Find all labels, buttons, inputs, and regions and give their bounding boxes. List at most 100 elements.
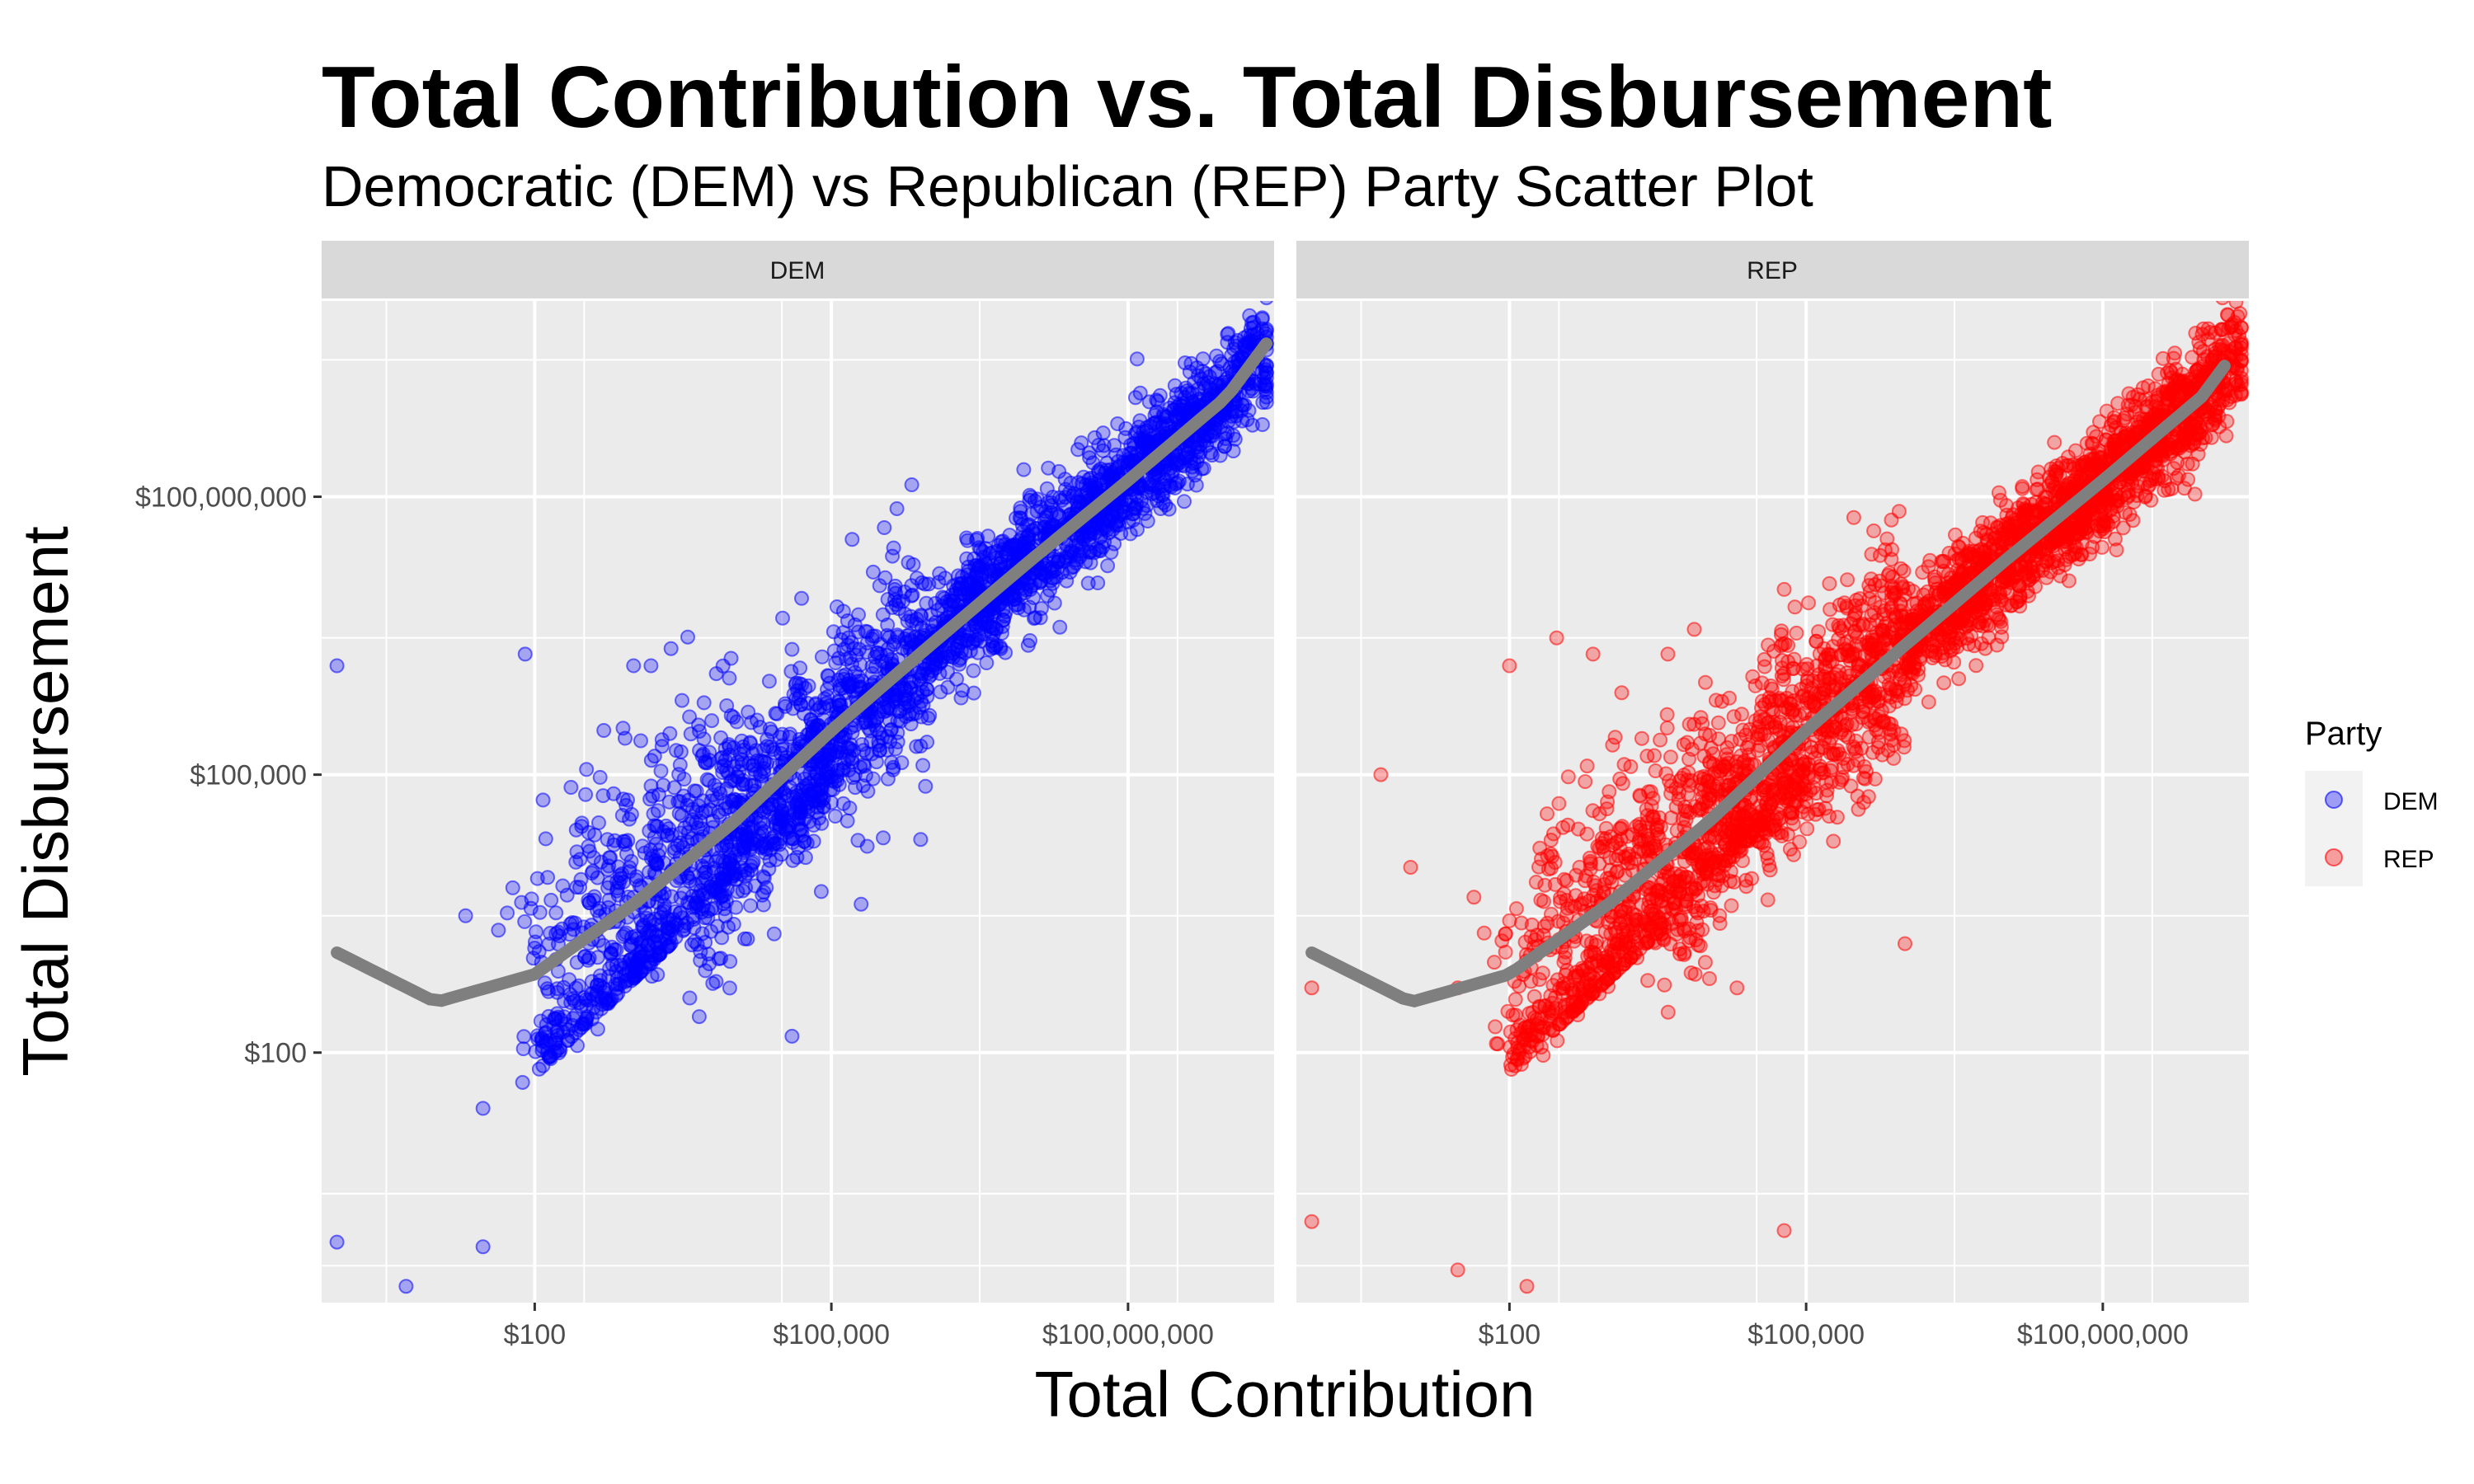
dem-point: [732, 851, 748, 866]
dem-point: [1258, 389, 1274, 405]
dem-point: [774, 726, 790, 742]
rep-point: [1884, 552, 1899, 567]
dem-point: [1129, 351, 1145, 367]
dem-point: [569, 880, 585, 895]
rep-point: [1801, 595, 1816, 611]
dem-point: [920, 688, 935, 704]
rep-point: [1799, 821, 1815, 837]
dem-point: [984, 602, 999, 618]
dem-point: [693, 952, 708, 968]
dem-point: [603, 946, 618, 960]
dem-point: [1100, 558, 1116, 574]
dem-point: [675, 693, 689, 708]
dem-point: [1202, 379, 1217, 395]
dem-point: [666, 780, 682, 796]
dem-point: [1225, 444, 1241, 458]
dem-point: [663, 641, 679, 656]
dem-point: [539, 1045, 555, 1061]
dem-point: [853, 759, 868, 775]
dem-point: [676, 772, 692, 787]
dem-point: [840, 676, 855, 692]
dem-point: [1096, 438, 1112, 453]
dem-point: [781, 820, 797, 836]
dem-point: [643, 753, 659, 768]
dem-point: [976, 544, 991, 560]
dem-point: [972, 618, 988, 633]
dem-point: [600, 880, 616, 895]
dem-point: [1245, 383, 1261, 399]
dem-point: [329, 658, 345, 674]
dem-point: [550, 1022, 566, 1038]
dem-point: [610, 859, 626, 875]
dem-point: [714, 749, 730, 765]
dem-point: [717, 795, 733, 810]
dem-point: [904, 477, 920, 492]
dem-point: [784, 1028, 800, 1044]
dem-point: [785, 852, 801, 868]
dem-point: [642, 913, 658, 928]
dem-point: [1087, 430, 1103, 445]
dem-point: [1258, 394, 1274, 410]
dem-point: [886, 540, 901, 556]
dem-point: [642, 954, 658, 970]
dem-point: [1076, 469, 1091, 485]
dem-point: [590, 870, 605, 885]
dem-point: [885, 599, 900, 615]
dem-point: [840, 637, 856, 653]
dem-point: [1218, 406, 1234, 421]
dem-point: [1049, 506, 1065, 522]
dem-point: [973, 633, 989, 649]
dem-point: [854, 673, 870, 688]
dem-point: [1020, 637, 1036, 653]
dem-point: [760, 732, 775, 747]
dem-point: [475, 1101, 491, 1116]
rep-point: [2109, 542, 2124, 557]
dem-point: [724, 869, 740, 884]
dem-point: [786, 687, 802, 702]
rep-point: [2047, 434, 2062, 450]
dem-point: [559, 887, 575, 903]
dem-point: [1254, 417, 1270, 432]
dem-point: [990, 538, 1006, 553]
dem-point: [797, 850, 813, 866]
rep-point: [1826, 834, 1841, 849]
dem-point: [609, 964, 624, 979]
dem-point: [901, 627, 917, 643]
dem-point: [954, 569, 970, 585]
dem-point: [969, 566, 985, 581]
dem-point: [701, 773, 717, 788]
rep-point: [1921, 694, 1936, 710]
dem-point: [647, 818, 662, 834]
dem-point: [568, 854, 584, 870]
dem-point: [793, 697, 808, 712]
dem-point: [682, 990, 698, 1006]
dem-point: [698, 934, 713, 950]
dem-point: [586, 892, 601, 908]
dem-point: [569, 844, 585, 860]
rep-point: [1839, 665, 1855, 681]
dem-point: [876, 830, 891, 846]
dem-point: [1042, 519, 1058, 535]
dem-point: [808, 696, 824, 711]
dem-point: [835, 796, 851, 811]
dem-point: [850, 624, 866, 640]
dem-point: [776, 800, 792, 815]
rep-point: [1536, 894, 1551, 909]
dem-point: [475, 1239, 491, 1255]
rep-point: [1760, 892, 1776, 908]
dem-point: [806, 723, 821, 739]
dem-point: [812, 772, 828, 787]
dem-point: [609, 981, 624, 997]
dem-point: [1051, 490, 1067, 505]
dem-point: [823, 782, 838, 798]
dem-point: [549, 1006, 565, 1021]
dem-point: [1019, 575, 1035, 590]
dem-point: [1033, 601, 1049, 617]
dem-point: [850, 833, 866, 848]
dem-point: [529, 924, 543, 940]
dem-point: [1141, 476, 1157, 491]
dem-point: [995, 613, 1011, 628]
dem-point: [1177, 443, 1192, 458]
rep-point: [1840, 572, 1856, 588]
dem-point: [933, 684, 948, 700]
